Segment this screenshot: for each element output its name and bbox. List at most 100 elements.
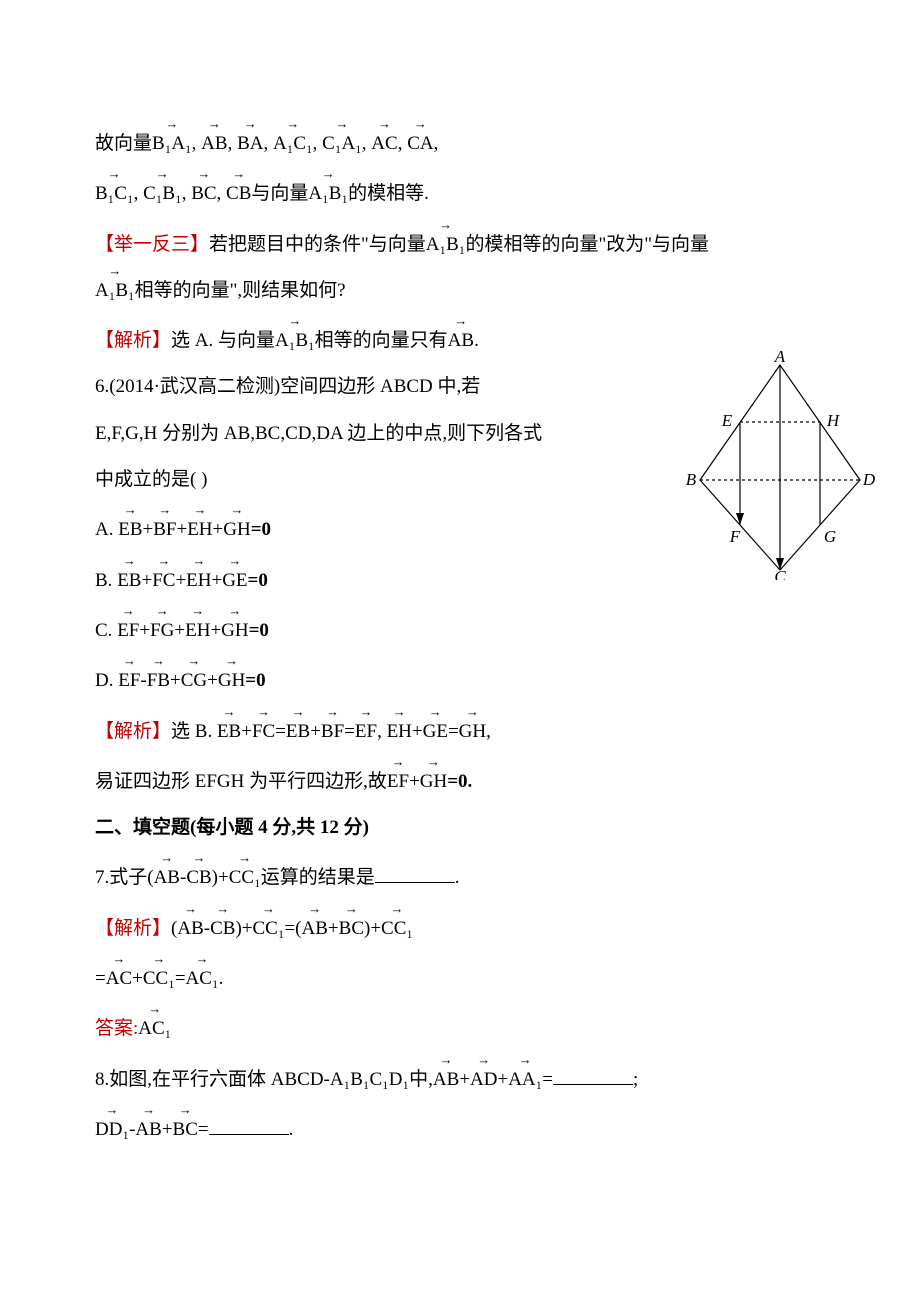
line-4: A₁B₁相等的向量",则结果如何? [95,275,825,307]
text: . [289,1119,294,1140]
vec: A₁B₁ [275,325,315,357]
section-2-heading: 二、填空题(每小题 4 分,共 12 分) [95,812,825,844]
text: 二、填空题(每小题 4 分,共 12 分) [95,817,369,838]
label-e: E [721,411,733,430]
text: B. [95,570,117,591]
vec: CB [226,178,251,210]
text: 选 A. 与向量 [171,330,275,351]
vec: AB [177,913,203,945]
label-b: B [686,470,697,489]
text: )+ [364,918,381,939]
vec: GH [221,615,248,647]
blank [553,1066,633,1085]
option-b: B. EB+FC+EH+GE=0 [95,565,605,597]
sol6-line1: 【解析】选 B. EB+FC=EB+BF=EF, EH+GE=GH, [95,716,825,748]
vec: CC₁ [229,862,261,894]
text: )+ [212,867,229,888]
option-c: C. EF+FG+EH+GH=0 [95,615,605,647]
text: = [175,968,186,989]
vec: EH [187,514,212,546]
q8-line2: DD₁-AB+BC=. [95,1114,825,1146]
vec: GE [222,565,247,597]
vec: AB [448,325,474,357]
ans7: 答案:AC₁ [95,1013,825,1045]
text: 易证四边形 EFGH 为平行四边形,故 [95,771,387,792]
text: . [455,867,460,888]
vec: DD₁ [95,1114,129,1146]
vec: FB [147,665,170,697]
text: A. [95,519,118,540]
text: 运算的结果是 [261,867,375,888]
blank [375,864,455,883]
tag-daan: 答案: [95,1018,138,1039]
text: 相等的向量只有 [315,330,448,351]
text: )+ [235,918,252,939]
vec: CB [210,913,235,945]
vec: AC [106,963,132,995]
vec: EF [118,665,140,697]
line-2: B₁C₁, C₁B₁, BC, CB与向量A₁B₁的模相等. [95,178,825,210]
vec: AB [135,1114,161,1146]
label-g: G [824,527,836,546]
vec: CG [181,665,207,697]
text: D. [95,670,118,691]
vec: B₁A₁ [152,128,192,160]
tag-jiexi: 【解析】 [95,330,171,351]
label-d: D [862,470,875,489]
text: = [198,1119,209,1140]
text: 与向量 [251,183,308,204]
vec: CC₁ [381,913,413,945]
text: 6.(2014·武汉高二检测)空间四边形 ABCD 中,若 [95,376,480,397]
vec: EB [217,716,241,748]
vec: FC [152,565,175,597]
vec: CC₁ [252,913,284,945]
text: = [542,1069,553,1090]
figure-q6: A B C D E F G H [685,350,875,580]
text: 相等的向量",则结果如何? [135,280,346,301]
vec: EF [355,716,377,748]
vec: AC₁ [138,1013,171,1045]
text: . [219,968,224,989]
text: + [132,968,143,989]
tag-jiexi: 【解析】 [95,918,171,939]
vec: BC [173,1114,198,1146]
vec: CB [186,862,211,894]
vec: EH [387,716,412,748]
vec: AB [302,913,328,945]
text: = [95,968,106,989]
option-a: A. EB+BF+EH+GH=0 [95,514,605,546]
text: C. [95,620,117,641]
text: =0 [245,670,265,691]
label-f: F [729,527,741,546]
vec: EH [186,565,211,597]
vec: C₁A₁ [322,128,362,160]
sol6-line2: 易证四边形 EFGH 为平行四边形,故EF+GH=0. [95,766,825,798]
sol7-line1: 【解析】(AB-CB)+CC₁=(AB+BC)+CC₁ [95,913,825,945]
vec: A₁B₁ [426,229,466,261]
vec: BF [153,514,176,546]
text: 8.如图,在平行六面体 ABCD-A₁B₁C₁D₁中, [95,1069,433,1090]
vec: BA [237,128,263,160]
vec: AD [470,1064,497,1096]
q6-line2: E,F,G,H 分别为 AB,BC,CD,DA 边上的中点,则下列各式 [95,418,605,450]
vec: GH [420,766,447,798]
vec: EB [118,514,142,546]
text: 7.式子( [95,867,154,888]
tag-jiexi: 【解析】 [95,721,171,742]
label-c: C [774,567,786,580]
vec: BC [339,913,364,945]
vec: AC [371,128,397,160]
label-h: H [826,411,841,430]
text: , [486,721,491,742]
text: E,F,G,H 分别为 AB,BC,CD,DA 边上的中点,则下列各式 [95,423,542,444]
vec: AB [433,1064,459,1096]
vec: A₁B₁ [95,275,135,307]
vec: A₁C₁ [273,128,313,160]
text: , [377,721,387,742]
label-a: A [774,350,786,366]
vec: CA [407,128,433,160]
vec: AB [201,128,227,160]
vec: GH [459,716,486,748]
text: ; [633,1069,638,1090]
blank [209,1116,289,1135]
